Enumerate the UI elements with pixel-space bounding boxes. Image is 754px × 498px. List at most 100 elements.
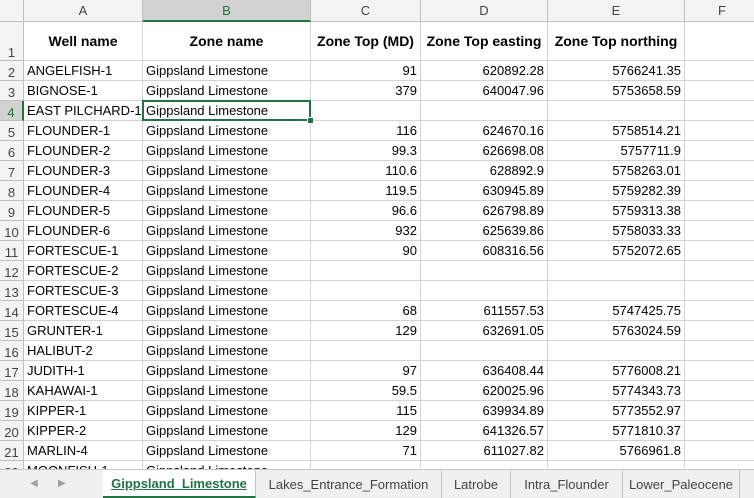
cell[interactable]	[685, 22, 754, 61]
cell[interactable]	[421, 461, 548, 469]
cell[interactable]: 379	[311, 81, 421, 101]
cell[interactable]	[685, 301, 754, 321]
cell[interactable]: 96.6	[311, 201, 421, 221]
column-header[interactable]: F	[685, 0, 754, 22]
cell[interactable]: Gippsland Limestone	[143, 61, 311, 81]
cell[interactable]: 129	[311, 421, 421, 441]
cell[interactable]	[685, 101, 754, 121]
cell[interactable]: 5758514.21	[548, 121, 685, 141]
cell[interactable]: Zone Top (MD)	[311, 22, 421, 61]
row-header[interactable]: 7	[0, 161, 24, 181]
cell[interactable]: 5773552.97	[548, 401, 685, 421]
cell[interactable]	[685, 381, 754, 401]
cell[interactable]: 632691.05	[421, 321, 548, 341]
cell[interactable]	[685, 81, 754, 101]
cell[interactable]: EAST PILCHARD-1	[24, 101, 143, 121]
cell[interactable]: 630945.89	[421, 181, 548, 201]
row-header[interactable]: 13	[0, 281, 24, 301]
cell[interactable]	[421, 261, 548, 281]
cell[interactable]: 91	[311, 61, 421, 81]
cell[interactable]: 5757711.9	[548, 141, 685, 161]
cell[interactable]: Zone name	[143, 22, 311, 61]
scroll-left[interactable]: ◀	[30, 478, 38, 489]
cell[interactable]: Gippsland Limestone	[143, 201, 311, 221]
cell[interactable]: Gippsland Limestone	[143, 361, 311, 381]
cell[interactable]	[548, 101, 685, 121]
cell[interactable]: 641326.57	[421, 421, 548, 441]
cell[interactable]	[548, 461, 685, 469]
cell[interactable]: Gippsland Limestone	[143, 301, 311, 321]
cell[interactable]: 620892.28	[421, 61, 548, 81]
cell[interactable]: Gippsland Limestone	[143, 441, 311, 461]
fill-handle[interactable]	[307, 117, 314, 124]
cell[interactable]: 5747425.75	[548, 301, 685, 321]
cell[interactable]: 5758033.33	[548, 221, 685, 241]
cell[interactable]: Well name	[24, 22, 143, 61]
cell[interactable]: 5752072.65	[548, 241, 685, 261]
cell[interactable]: FORTESCUE-1	[24, 241, 143, 261]
cell[interactable]: KIPPER-2	[24, 421, 143, 441]
cell[interactable]: GRUNTER-1	[24, 321, 143, 341]
cell[interactable]: Gippsland Limestone	[143, 421, 311, 441]
row-header[interactable]: 9	[0, 201, 24, 221]
cell[interactable]	[311, 261, 421, 281]
cell[interactable]: 628892.9	[421, 161, 548, 181]
row-header[interactable]: 15	[0, 321, 24, 341]
cell[interactable]: Gippsland Limestone	[143, 281, 311, 301]
sheet-tab[interactable]: Intra_Flounder	[511, 470, 623, 498]
cell[interactable]: MARLIN-4	[24, 441, 143, 461]
column-header[interactable]: E	[548, 0, 685, 22]
cell[interactable]: 59.5	[311, 381, 421, 401]
cell[interactable]: 5758263.01	[548, 161, 685, 181]
cell[interactable]: 636408.44	[421, 361, 548, 381]
row-header[interactable]: 4	[0, 101, 24, 121]
cell[interactable]	[685, 321, 754, 341]
cell[interactable]: 116	[311, 121, 421, 141]
cell[interactable]	[685, 221, 754, 241]
cell[interactable]: FORTESCUE-4	[24, 301, 143, 321]
cell[interactable]: 5774343.73	[548, 381, 685, 401]
cell[interactable]	[311, 101, 421, 121]
cell[interactable]	[311, 341, 421, 361]
cell[interactable]: 5771810.37	[548, 421, 685, 441]
cell[interactable]: Zone Top northing	[548, 22, 685, 61]
cell[interactable]: Gippsland Limestone	[143, 241, 311, 261]
row-header[interactable]: 18	[0, 381, 24, 401]
cell[interactable]: Gippsland Limestone	[143, 321, 311, 341]
cell[interactable]	[421, 101, 548, 121]
cell[interactable]: 129	[311, 321, 421, 341]
cell[interactable]: Zone Top easting	[421, 22, 548, 61]
cell[interactable]	[685, 201, 754, 221]
cell[interactable]: KAHAWAI-1	[24, 381, 143, 401]
cell[interactable]: 5759313.38	[548, 201, 685, 221]
column-header[interactable]: C	[311, 0, 421, 22]
cell[interactable]	[548, 281, 685, 301]
row-header[interactable]: 1	[0, 22, 24, 61]
cell[interactable]	[548, 341, 685, 361]
cell[interactable]: 115	[311, 401, 421, 421]
row-header[interactable]: 11	[0, 241, 24, 261]
row-header[interactable]: 22	[0, 461, 24, 469]
row-header[interactable]: 10	[0, 221, 24, 241]
cell[interactable]: 611027.82	[421, 441, 548, 461]
cell[interactable]: 5763024.59	[548, 321, 685, 341]
cell[interactable]: 624670.16	[421, 121, 548, 141]
cell[interactable]	[685, 401, 754, 421]
cell[interactable]	[311, 461, 421, 469]
cell[interactable]: FLOUNDER-6	[24, 221, 143, 241]
cell[interactable]: KIPPER-1	[24, 401, 143, 421]
cell[interactable]	[421, 281, 548, 301]
cell[interactable]: FORTESCUE-3	[24, 281, 143, 301]
cell[interactable]: 90	[311, 241, 421, 261]
cell[interactable]	[685, 421, 754, 441]
sheet-tab[interactable]: Gippsland_Limestone	[103, 470, 256, 498]
row-header[interactable]: 16	[0, 341, 24, 361]
row-header[interactable]: 20	[0, 421, 24, 441]
cell[interactable]: 639934.89	[421, 401, 548, 421]
cell[interactable]: Gippsland Limestone	[143, 141, 311, 161]
cell[interactable]: 625639.86	[421, 221, 548, 241]
cell[interactable]: 5753658.59	[548, 81, 685, 101]
row-header[interactable]: 8	[0, 181, 24, 201]
sheet-tab[interactable]: Latrobe	[442, 470, 511, 498]
cell[interactable]: 97	[311, 361, 421, 381]
